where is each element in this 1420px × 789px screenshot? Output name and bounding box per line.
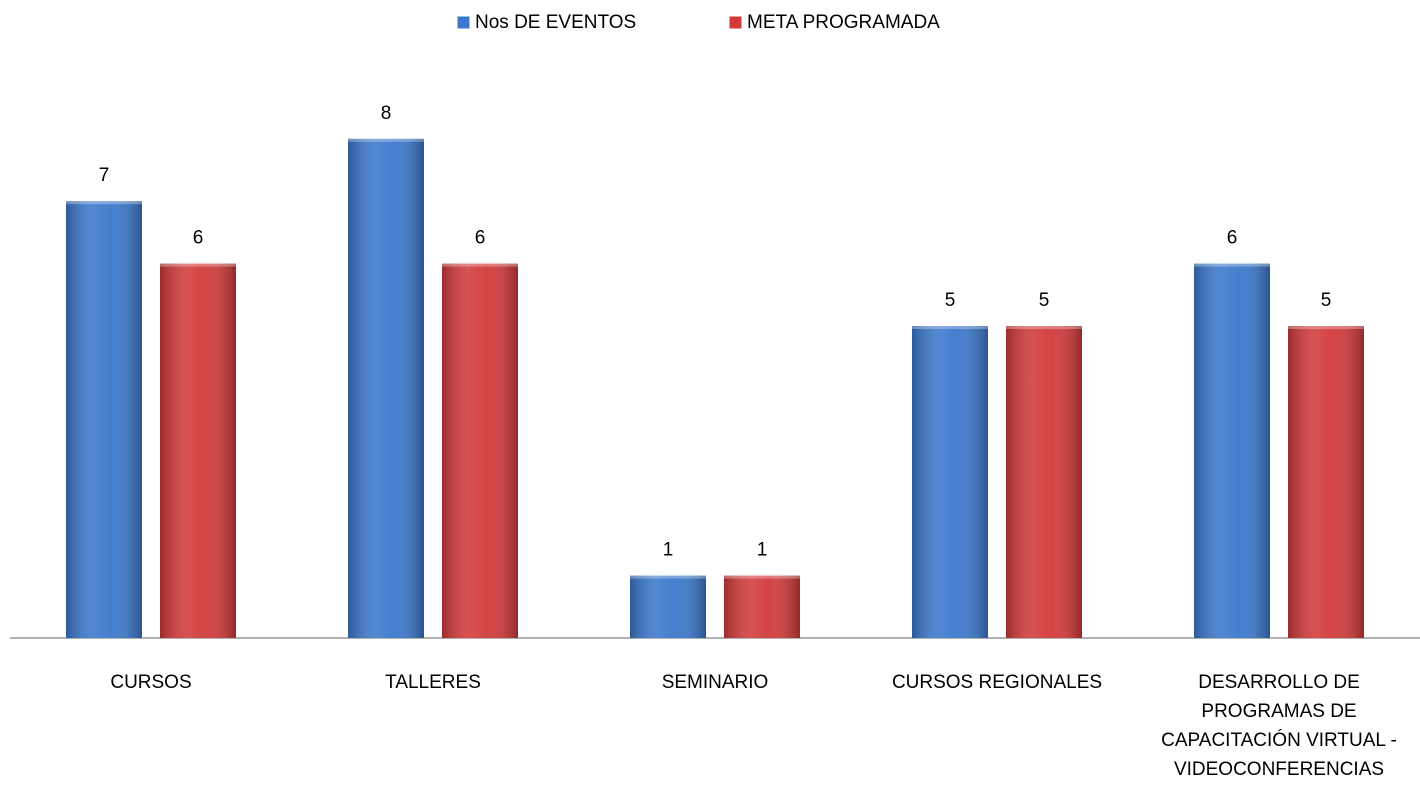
- data-label: 6: [193, 228, 204, 249]
- bar-shade: [912, 326, 988, 638]
- data-label: 7: [99, 165, 110, 186]
- bar-shade: [1006, 326, 1082, 638]
- bar-shade: [66, 201, 142, 638]
- bar-cap: [912, 326, 988, 329]
- legend-swatch: [728, 15, 743, 30]
- bar-cap: [1194, 263, 1270, 267]
- x-tick-label: CURSOS REGIONALES: [892, 672, 1102, 693]
- legend-label: META PROGRAMADA: [747, 12, 940, 33]
- bar-cap: [630, 575, 706, 579]
- bar-shade: [1194, 263, 1270, 638]
- bar-shade: [724, 575, 800, 638]
- bar-cap: [442, 263, 518, 267]
- x-tick-label: TALLERES: [385, 672, 481, 693]
- data-label: 6: [1227, 228, 1238, 249]
- bar-shade: [160, 263, 236, 638]
- data-label: 1: [757, 540, 768, 561]
- bar-cap: [1288, 326, 1364, 329]
- legend-swatch: [456, 15, 471, 30]
- x-tick-label: SEMINARIO: [662, 672, 769, 693]
- data-label: 5: [945, 290, 956, 311]
- data-label: 8: [381, 103, 392, 124]
- data-label: 6: [475, 228, 486, 249]
- data-label: 5: [1321, 290, 1332, 311]
- bar-shade: [442, 263, 518, 638]
- bar-cap: [724, 575, 800, 579]
- data-label: 1: [663, 540, 674, 561]
- legend-label: Nos DE EVENTOS: [475, 12, 636, 33]
- bar-cap: [348, 138, 424, 142]
- bar-shade: [348, 138, 424, 639]
- bar-cap: [66, 201, 142, 205]
- bar-cap: [160, 263, 236, 267]
- x-tick-label: DESARROLLO DE PROGRAMAS DE CAPACITACIÓN VI…: [1161, 672, 1397, 780]
- x-tick-label: CURSOS: [110, 672, 191, 693]
- bar-cap: [1006, 326, 1082, 329]
- bar-shade: [1288, 326, 1364, 638]
- data-label: 5: [1039, 290, 1050, 311]
- bar-shade: [630, 575, 706, 638]
